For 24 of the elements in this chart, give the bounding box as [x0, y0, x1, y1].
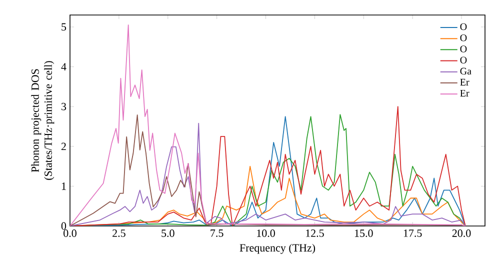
y-tick-label: 2 — [61, 142, 66, 150]
legend-label: Er — [460, 90, 470, 96]
x-tick-label: 12.5 — [306, 230, 324, 237]
legend-label: O — [460, 46, 467, 52]
legend-label: O — [460, 56, 467, 64]
y-tick-label: 5 — [62, 23, 66, 31]
x-axis-title: Frequency (THz) — [240, 244, 316, 254]
legend-label: Er — [460, 78, 470, 86]
legend-label: Ga — [460, 68, 472, 75]
x-tick-label: 0.0 — [64, 230, 76, 237]
y-tick-label: 0 — [61, 222, 66, 230]
x-tick-label: 10.0 — [257, 230, 275, 237]
x-tick-label: 5.0 — [162, 230, 174, 237]
y-tick-label: 1 — [62, 182, 66, 190]
y-tick-label: 3 — [62, 102, 66, 110]
legend-label: O — [460, 34, 467, 42]
y-tick-label: 4 — [61, 63, 66, 70]
x-tick-label: 17.5 — [404, 230, 422, 237]
legend-label: O — [460, 23, 467, 30]
x-tick-label: 20.0 — [452, 230, 471, 237]
x-tick-label: 15.0 — [354, 230, 373, 237]
x-tick-label: 2.5 — [112, 230, 126, 237]
y-axis-title: Phonon projected DOS (States/THz·primitive cell) — [31, 61, 54, 180]
x-tick-label: 7.5 — [210, 230, 224, 237]
